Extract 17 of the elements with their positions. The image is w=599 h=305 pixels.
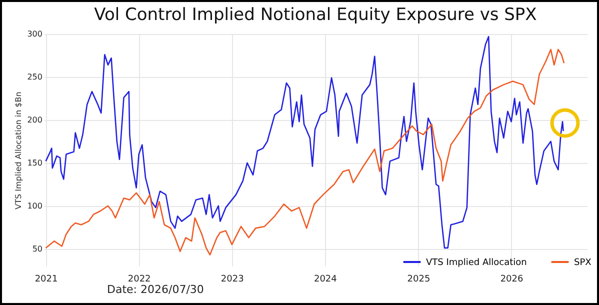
x-tick-label: 2023: [220, 274, 244, 284]
x-tick-label: 2022: [128, 274, 151, 284]
y-tick-label: 200: [27, 115, 42, 124]
text: Date: 2026/07/30: [107, 283, 204, 296]
y-tick-label: 300: [27, 30, 42, 38]
y-tick-label: 50: [32, 244, 42, 254]
legend-label: SPX: [574, 258, 592, 268]
x-tick-label: 2025: [407, 274, 430, 284]
y-tick-label: 100: [27, 201, 42, 210]
chart-title: Vol Control Implied Notional Equity Exposure vs SPX: [94, 5, 538, 25]
x-tick-label: 2021: [34, 274, 58, 284]
x-tick-label: 2024: [314, 274, 338, 284]
legend-label: VTS Implied Allocation: [426, 258, 527, 268]
y-axis-title: VTS Implied Allocation in $Bn: [14, 92, 24, 210]
y-tick-label: 150: [27, 158, 42, 168]
y-tick-label: 250: [27, 72, 42, 82]
x-tick-label: 2026: [500, 274, 524, 284]
